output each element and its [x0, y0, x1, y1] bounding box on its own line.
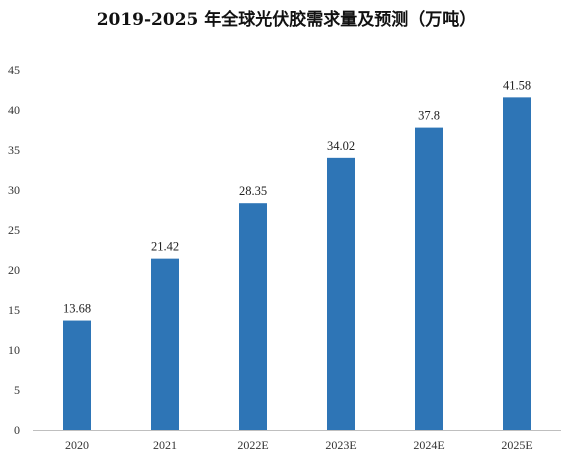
- y-tick-label: 10: [8, 343, 20, 357]
- y-tick-label: 0: [14, 423, 20, 437]
- y-tick-label: 20: [8, 263, 20, 277]
- bar-value-label: 21.42: [151, 240, 179, 254]
- y-tick-label: 45: [8, 63, 20, 77]
- bar-value-label: 34.02: [327, 139, 355, 153]
- x-tick-label: 2021: [153, 438, 177, 452]
- x-tick-label: 2020: [65, 438, 89, 452]
- x-tick-label: 2025E: [501, 438, 532, 452]
- bar-value-label: 41.58: [503, 78, 531, 92]
- bar: [151, 258, 179, 430]
- x-axis-ticks: 2020 2021 2022E 2023E 2024E 2025E: [65, 438, 533, 452]
- y-tick-label: 30: [8, 183, 20, 197]
- data-labels: 13.68 21.42 28.35 34.02 37.8 41.58: [63, 78, 531, 315]
- x-tick-label: 2022E: [237, 438, 268, 452]
- bar-value-label: 13.68: [63, 302, 91, 316]
- chart-title: 2019-2025 年全球光伏胶需求量及预测（万吨）: [96, 10, 477, 30]
- x-tick-label: 2023E: [325, 438, 356, 452]
- bar-value-label: 28.35: [239, 184, 267, 198]
- y-tick-label: 40: [8, 103, 20, 117]
- bar: [503, 97, 531, 431]
- bars: [63, 97, 531, 431]
- bar: [63, 320, 91, 430]
- y-tick-label: 35: [8, 143, 20, 157]
- bar-value-label: 37.8: [418, 109, 440, 123]
- bar: [239, 203, 267, 430]
- y-tick-label: 5: [14, 383, 20, 397]
- x-tick-label: 2024E: [413, 438, 444, 452]
- y-tick-label: 15: [8, 303, 20, 317]
- bar: [415, 127, 443, 430]
- y-tick-label: 25: [8, 223, 20, 237]
- y-axis-ticks: 0 5 10 15 20 25 30 35 40 45: [8, 63, 20, 437]
- bar: [327, 157, 355, 430]
